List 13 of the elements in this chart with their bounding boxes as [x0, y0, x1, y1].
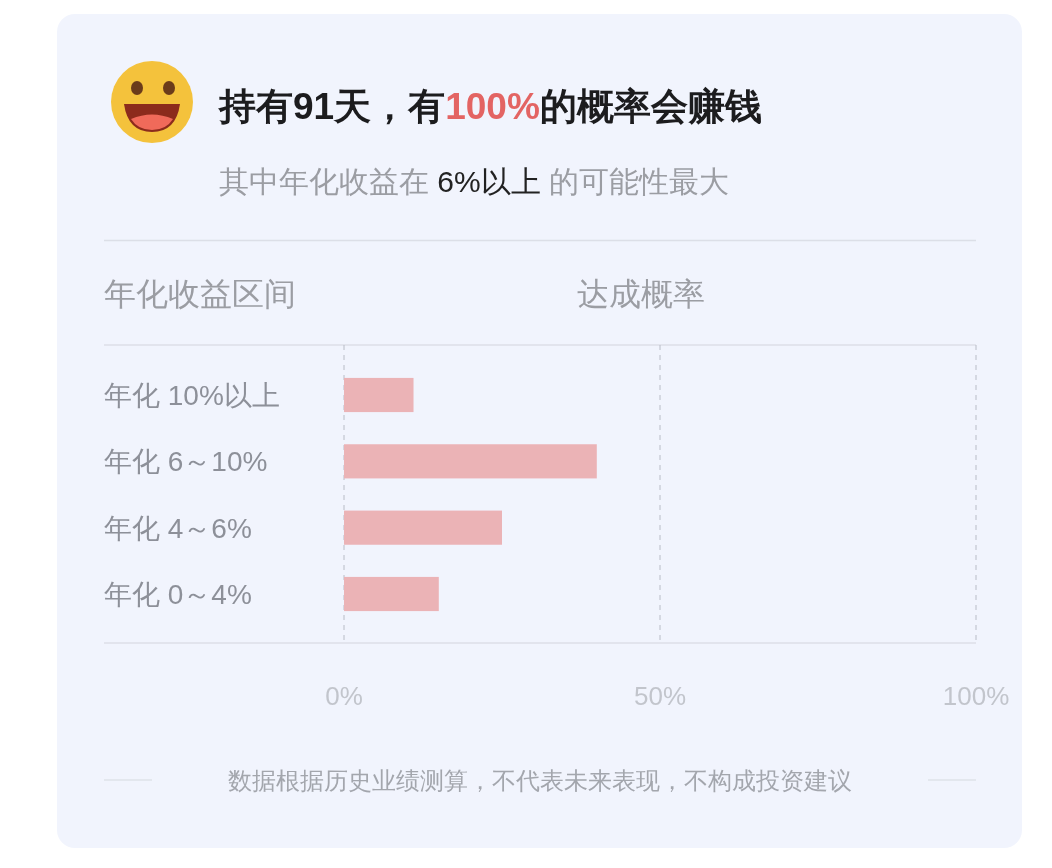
- y-tick-label: 年化 0～4%: [104, 579, 252, 611]
- y-tick-label: 年化 4～6%: [104, 512, 252, 544]
- bar: [344, 444, 597, 479]
- text: 数据根据历史业绩测算，不代表未来表现，不构成投资建议: [228, 766, 852, 794]
- chart-subtitle: 其中年化收益在 6%以上 的可能性最大: [219, 165, 730, 198]
- y-axis-title: 年化收益区间: [104, 276, 296, 312]
- bar: [344, 377, 414, 413]
- chart-title: 持有91天，有100%的概率会赚钱: [217, 86, 762, 127]
- y-tick-label: 年化 10%以上: [104, 380, 280, 412]
- x-axis-title: 达成概率: [577, 276, 705, 312]
- bar: [344, 510, 502, 545]
- bar: [344, 576, 439, 612]
- y-tick-label: 年化 6～10%: [104, 446, 268, 478]
